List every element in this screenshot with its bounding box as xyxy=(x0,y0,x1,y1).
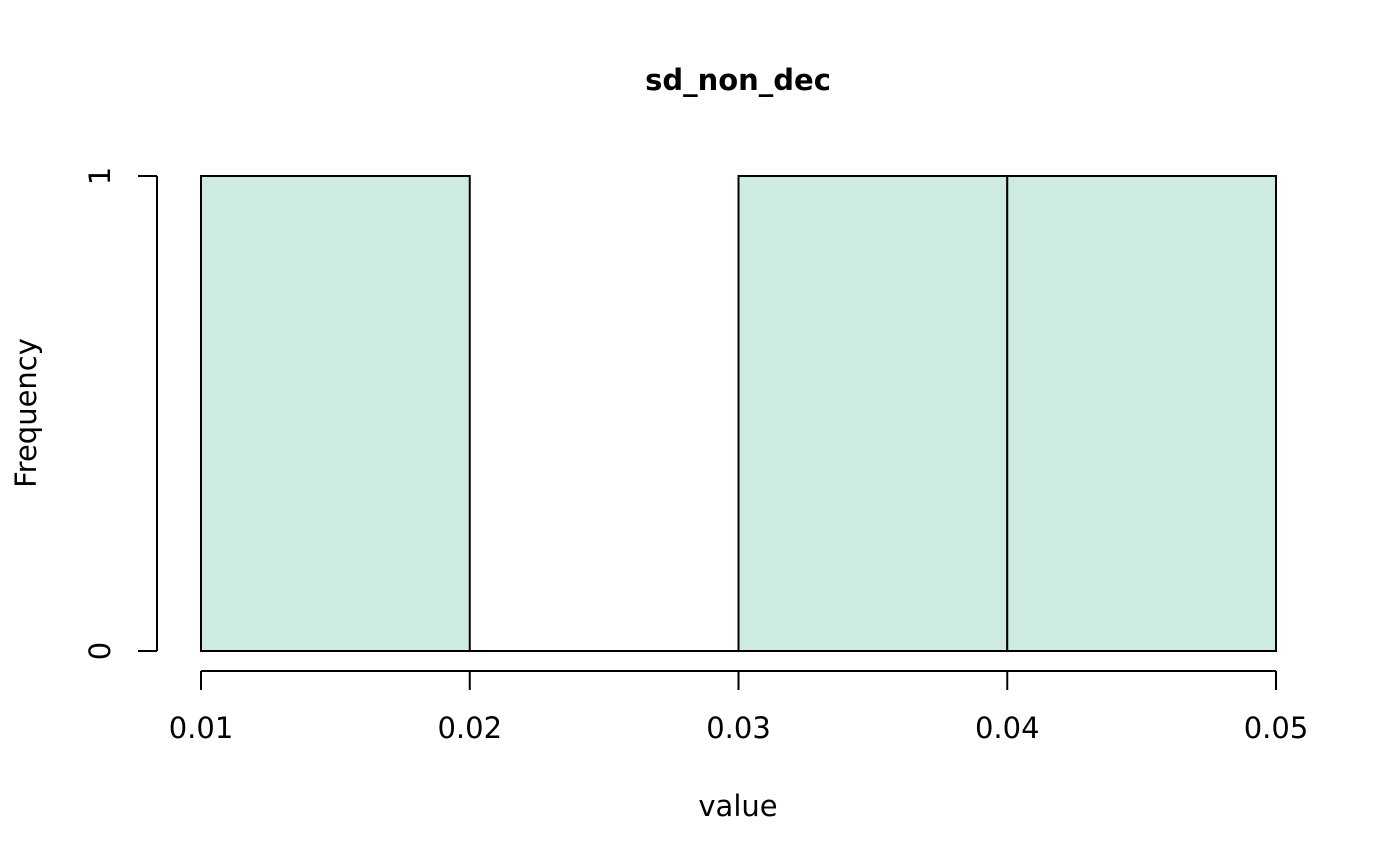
x-tick-label-1: 0.02 xyxy=(437,711,502,745)
x-axis-label: value xyxy=(698,789,777,823)
chart-title: sd_non_dec xyxy=(645,63,831,97)
x-tick-label-0: 0.01 xyxy=(169,711,234,745)
x-tick-label-3: 0.04 xyxy=(975,711,1040,745)
y-axis: 01 xyxy=(83,167,158,660)
x-axis: 0.01 0.02 0.03 0.04 0.05 xyxy=(169,670,1309,745)
x-tick-label-4: 0.05 xyxy=(1244,711,1309,745)
y-axis-label: Frequency xyxy=(9,338,43,488)
y-tick-label-0: 0 xyxy=(83,642,117,660)
y-tick-label-1: 1 xyxy=(83,167,117,185)
bars-layer xyxy=(200,175,1277,652)
histogram-bar-2 xyxy=(737,175,1009,652)
histogram-bar-0 xyxy=(200,175,471,652)
histogram-bar-3 xyxy=(1006,175,1277,652)
x-tick-label-2: 0.03 xyxy=(706,711,771,745)
